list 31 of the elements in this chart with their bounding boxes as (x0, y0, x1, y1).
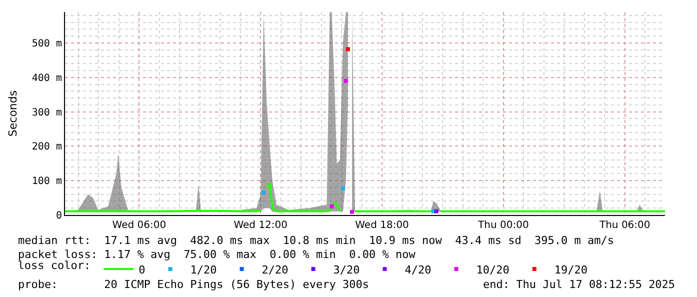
point (346, 47, 350, 52)
legend-title: loss color: (18, 258, 91, 272)
y-tick-label: 300 m (32, 107, 62, 118)
x-tick-label: Thu 00:00 (477, 220, 529, 231)
legend-label: 10/20 (476, 263, 510, 276)
x-tick-label: Wed 12:00 (234, 220, 288, 231)
point (340, 186, 345, 190)
x-tick-label: Wed 18:00 (355, 220, 409, 231)
point (330, 204, 334, 208)
legend-label: 4/20 (404, 263, 432, 276)
legend-label: 2/20 (262, 263, 288, 276)
legend-label: 1/20 (190, 263, 217, 276)
point (344, 78, 348, 83)
y-tick-label: 0 (56, 210, 62, 222)
text: median rtt: 17.1 ms avg 482.0 ms max 10.8 ms min 10.9 ms now 43.4 ms sd 395.0 m am/s (18, 234, 614, 247)
legend-label: 19/20 (554, 263, 588, 276)
y-axis-title: Seconds (6, 90, 20, 137)
text: probe: 20 ICMP Echo Pings (56 Bytes) every 300s (18, 278, 369, 291)
legend-label: 3/20 (333, 263, 360, 276)
x-tick-label: Thu 06:00 (598, 220, 650, 231)
point (350, 210, 354, 214)
y-tick-label: 500 m (32, 38, 62, 50)
text: packet loss: 1.17 % avg 75.00 % max 0.00 % min 0.00 % now (18, 248, 416, 261)
y-tick-label: 100 m (32, 176, 62, 188)
legend-label: 0 (138, 263, 146, 276)
point (262, 190, 266, 195)
text: end: Thu Jul 17 08:12:55 2025 (483, 278, 676, 291)
y-tick-label: 400 m (32, 72, 62, 84)
y-tick-label: 200 m (32, 142, 62, 153)
point (434, 209, 438, 214)
x-tick-label: Wed 06:00 (112, 220, 166, 231)
